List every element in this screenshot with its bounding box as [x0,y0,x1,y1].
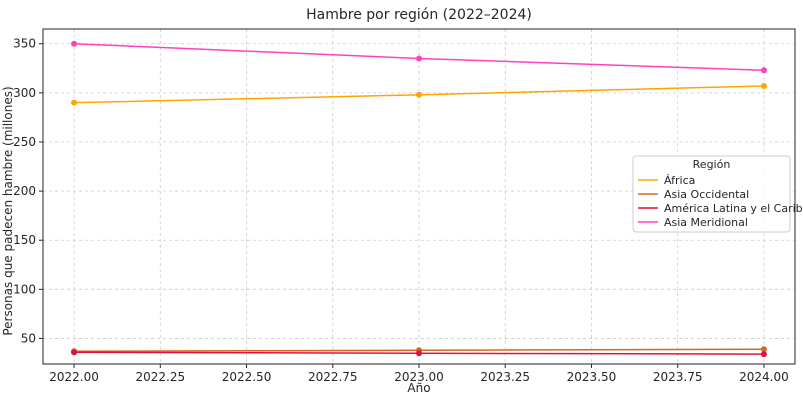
x-tick-label-6: 2023.50 [567,370,617,384]
y-tick-label-1: 100 [13,282,36,296]
y-tick-label-6: 350 [13,37,36,51]
y-tick-label-2: 150 [13,233,36,247]
x-tick-label-7: 2023.75 [653,370,703,384]
series-3-point-1 [416,55,422,62]
y-tick-label-4: 250 [13,135,36,149]
y-tick-label-3: 200 [13,184,36,198]
series-2-point-2 [760,351,767,358]
series-0-point-2 [760,82,767,89]
series-2-point-1 [416,350,422,357]
x-tick-label-5: 2023.25 [480,370,530,384]
series-layer [71,40,767,358]
series-0-point-0 [71,99,78,106]
legend-label-0: África [664,174,695,187]
x-axis-title: Año [407,381,430,395]
x-tick-label-8: 2024.00 [739,370,789,384]
series-3-point-0 [71,40,78,47]
x-tick-label-2: 2022.50 [222,370,272,384]
series-0-point-1 [416,91,422,98]
series-3-point-2 [760,67,767,74]
ticks: 2022.00 2022.25 2022.50 2022.75 2023.00 2023.… [13,37,789,384]
y-tick-label-0: 50 [21,331,36,345]
legend-box [632,155,791,233]
legend-title: Región [693,158,731,171]
legend-label-1: Asia Occidental [664,188,749,201]
chart-title: Hambre por región (2022–2024) [306,7,532,23]
series-1-point-2 [760,346,767,353]
x-tick-label-1: 2022.25 [135,370,185,384]
x-tick-label-4: 2023.00 [394,370,444,384]
legend-label-3: Asia Meridional [664,216,748,229]
series-2-point-0 [71,349,78,356]
x-tick-label-3: 2022.75 [308,370,358,384]
x-tick-label-0: 2022.00 [49,370,99,384]
legend-label-2: América Latina y el Caribe [664,202,803,215]
y-axis-title: Personas que padecen hambre (millones) [1,86,15,335]
y-tick-label-5: 300 [13,86,36,100]
